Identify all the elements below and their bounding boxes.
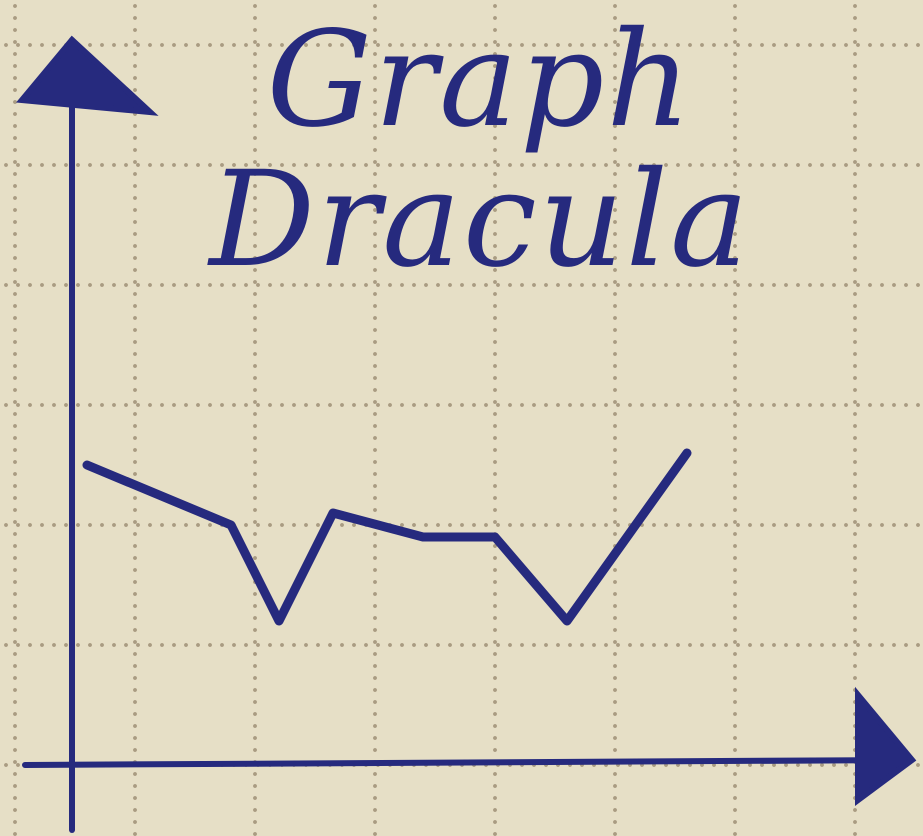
x-axis-arrow <box>858 695 912 800</box>
y-axis-arrow <box>22 40 150 112</box>
x-axis <box>25 760 905 765</box>
data-line <box>87 453 687 621</box>
chart <box>0 0 923 836</box>
axes <box>22 40 912 830</box>
page: Graph Dracula (() => { const data = JSON… <box>0 0 923 836</box>
